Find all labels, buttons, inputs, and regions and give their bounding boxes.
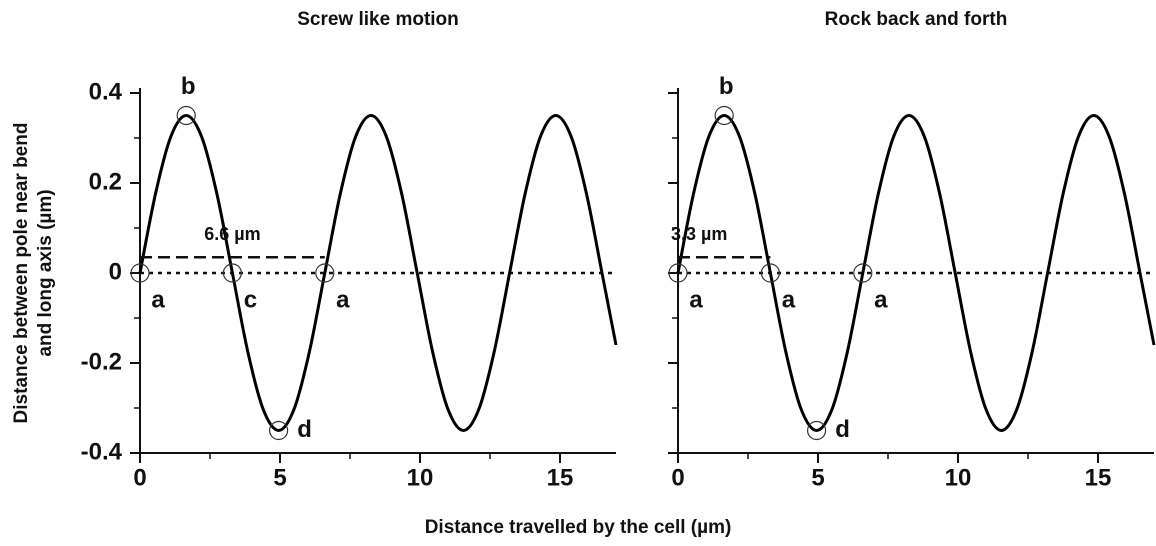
point-label: a (782, 286, 796, 313)
x-tick-label: 0 (671, 464, 684, 491)
y-label-line: Distance between pole near bend (11, 123, 32, 424)
y-label-line: and long axis (µm) (35, 189, 56, 356)
y-tick-label: -0.2 (81, 348, 122, 375)
point-label: a (689, 286, 703, 313)
point-label: d (297, 416, 312, 443)
x-tick-label: 10 (945, 464, 972, 491)
panel-title: Rock back and forth (825, 9, 1008, 30)
distance-label: 3.3 µm (671, 224, 727, 244)
point-label: b (719, 73, 734, 100)
x-tick-label: 10 (407, 464, 434, 491)
point-marker (806, 420, 827, 441)
point-label: a (336, 286, 350, 313)
point-label: a (151, 286, 165, 313)
y-tick-label: 0 (109, 258, 122, 285)
point-marker (668, 263, 688, 283)
y-tick-label: 0.4 (89, 78, 123, 105)
x-axis-label: Distance travelled by the cell (µm) (425, 517, 732, 538)
point-label: b (181, 73, 196, 100)
y-axis-label: Distance between pole near bend and long … (11, 123, 56, 424)
point-label: a (874, 286, 888, 313)
point-marker (176, 105, 196, 126)
x-tick-label: 5 (273, 464, 286, 491)
x-tick-label: 15 (547, 464, 574, 491)
point-label: d (835, 416, 850, 443)
panel-title: Screw like motion (297, 9, 459, 30)
point-marker (269, 420, 289, 441)
x-tick-label: 5 (811, 464, 824, 491)
point-label: c (244, 286, 257, 313)
point-marker (714, 105, 734, 126)
point-marker (222, 263, 242, 283)
distance-label: 6.6 µm (204, 224, 260, 244)
curve (676, 113, 1156, 433)
point-marker (853, 263, 873, 283)
point-marker (760, 263, 781, 283)
x-tick-label: 0 (133, 464, 146, 491)
point-marker (130, 263, 150, 283)
y-tick-label: 0.2 (89, 168, 122, 195)
y-tick-label: -0.4 (81, 438, 123, 465)
point-marker (315, 263, 335, 283)
curve (138, 113, 618, 433)
x-tick-label: 15 (1085, 464, 1112, 491)
